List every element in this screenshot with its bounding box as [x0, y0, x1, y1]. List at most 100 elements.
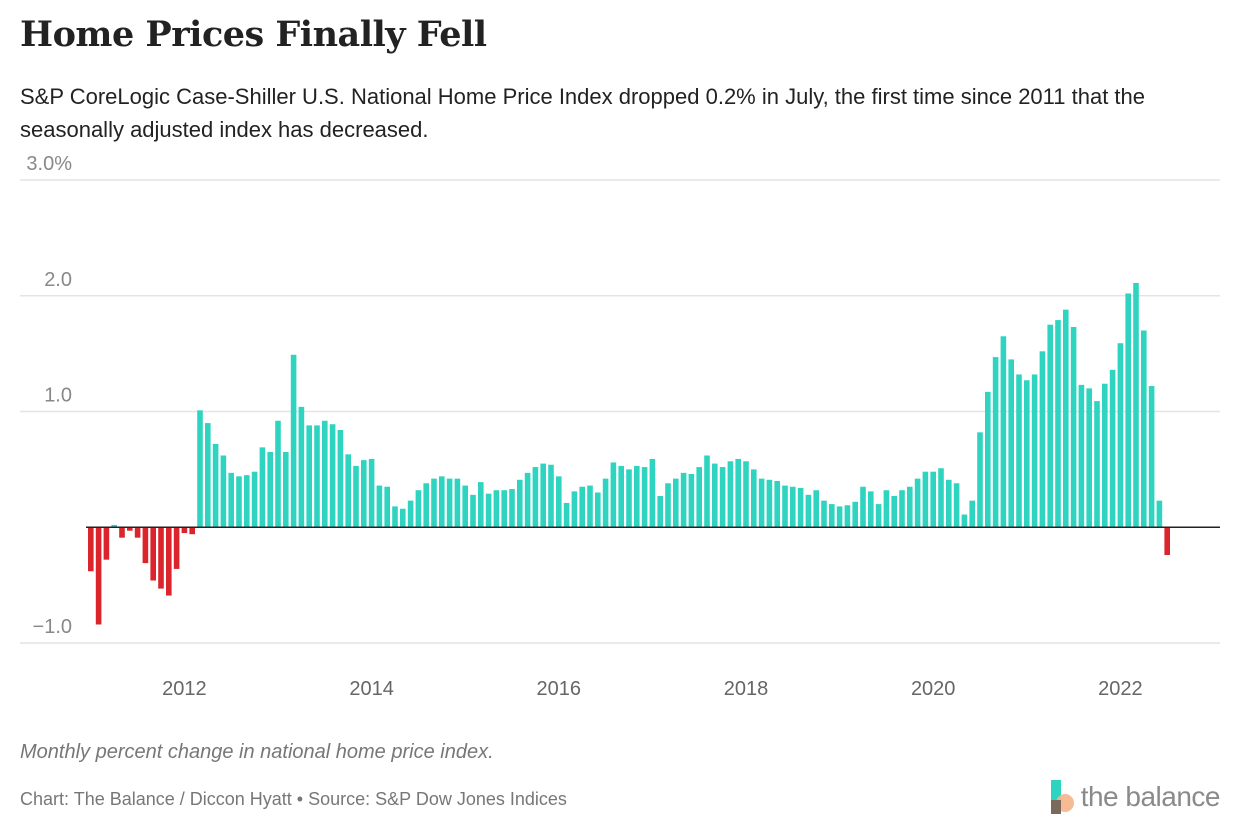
- bar-positive: [899, 490, 905, 528]
- bar-positive: [571, 491, 578, 528]
- logo-text: the balance: [1080, 781, 1221, 812]
- bar-positive: [540, 463, 546, 528]
- bar-negative: [166, 527, 172, 596]
- bar-positive: [665, 483, 671, 528]
- bar-positive: [1008, 359, 1014, 528]
- bar-positive: [259, 447, 266, 528]
- bar-positive: [766, 479, 773, 528]
- bar-positive: [907, 486, 913, 528]
- bar-positive: [1094, 401, 1100, 528]
- bar-positive: [329, 424, 336, 528]
- credit-separator: •: [296, 789, 304, 809]
- bar-positive: [860, 486, 866, 528]
- bar-positive: [306, 425, 312, 528]
- bar-positive: [290, 354, 297, 528]
- bar-positive: [657, 496, 663, 528]
- bar-positive: [431, 478, 437, 528]
- bar-positive: [688, 474, 695, 528]
- bar-positive: [439, 476, 445, 528]
- bar-positive: [1016, 374, 1022, 528]
- bar-positive: [977, 432, 983, 528]
- bar-positive: [602, 478, 609, 528]
- bar-positive: [1133, 283, 1139, 528]
- bar-negative: [189, 527, 195, 535]
- bar-negative: [103, 527, 110, 560]
- bar-positive: [743, 461, 749, 528]
- bar-positive: [556, 476, 562, 528]
- bar-positive: [462, 485, 468, 528]
- bar-positive: [852, 501, 858, 528]
- bar-positive: [696, 467, 702, 528]
- bar-positive: [493, 490, 500, 528]
- chart-note: Monthly percent change in national home …: [20, 741, 494, 763]
- bar-negative: [127, 527, 133, 531]
- bar-positive: [517, 479, 523, 528]
- chart-credit: Chart: The Balance / Diccon Hyatt • Source…: [20, 789, 567, 810]
- bar-positive: [1125, 293, 1131, 528]
- bar-positive: [868, 491, 874, 528]
- chart-subtitle: S&P CoreLogic Case-Shiller U.S. National…: [20, 84, 1146, 142]
- the-balance-logo-icon: [1049, 780, 1075, 814]
- bar-positive: [875, 504, 882, 528]
- bar-positive: [883, 490, 890, 528]
- bar-negative: [142, 527, 149, 564]
- x-tick-label: 2020: [911, 678, 956, 700]
- bar-positive: [673, 478, 679, 528]
- bar-positive: [829, 504, 835, 528]
- y-tick-label: 3.0%: [26, 153, 72, 175]
- bar-positive: [563, 502, 570, 528]
- bar-positive: [251, 471, 258, 528]
- bar-positive: [1070, 327, 1077, 528]
- bar-positive: [220, 455, 227, 528]
- y-tick-label: −1.0: [33, 616, 72, 638]
- bar-negative: [1164, 527, 1170, 556]
- bar-positive: [1047, 324, 1053, 528]
- bar-positive: [712, 463, 718, 528]
- bar-positive: [797, 487, 804, 528]
- bar-positive: [953, 483, 960, 528]
- bar-positive: [345, 454, 351, 528]
- bar-positive: [548, 464, 554, 528]
- bar-positive: [423, 483, 429, 528]
- bar-positive: [1024, 380, 1030, 528]
- x-tick-label: 2018: [724, 678, 769, 700]
- bar-positive: [532, 467, 539, 528]
- bar-positive: [361, 460, 367, 528]
- bar-positive: [384, 486, 390, 528]
- bar-positive: [985, 391, 991, 528]
- bar-positive: [914, 478, 921, 528]
- y-tick-label: 2.0: [44, 269, 72, 291]
- bar-positive: [1148, 386, 1155, 528]
- bar-positive: [205, 423, 211, 528]
- bar-negative: [150, 527, 156, 581]
- x-tick-label: 2014: [349, 678, 394, 700]
- bar-positive: [618, 465, 624, 528]
- bar-positive: [353, 465, 359, 528]
- bar-positive: [283, 452, 289, 528]
- bar-positive: [111, 524, 117, 528]
- bar-positive: [813, 490, 819, 528]
- bar-negative: [173, 527, 180, 569]
- y-tick-label: 1.0: [44, 385, 72, 407]
- bar-positive: [244, 475, 250, 528]
- bar-positive: [930, 471, 936, 528]
- bar-positive: [485, 493, 492, 528]
- bar-positive: [922, 471, 929, 528]
- y-axis-labels: 3.0% 2.0 1.0 −1.0: [26, 153, 72, 638]
- bar-positive: [751, 469, 757, 528]
- bar-positive: [400, 508, 406, 528]
- bar-positive: [587, 485, 593, 528]
- bar-positive: [1039, 351, 1046, 528]
- bar-positive: [470, 494, 476, 528]
- bar-positive: [446, 478, 453, 528]
- bar-positive: [595, 492, 601, 528]
- bar-positive: [197, 410, 203, 528]
- bar-positive: [704, 455, 710, 528]
- bar-negative: [119, 527, 125, 538]
- bar-positive: [322, 420, 328, 528]
- bar-negative: [134, 527, 141, 538]
- bar-positive: [1117, 343, 1124, 528]
- bar-positive: [415, 490, 422, 528]
- bar-positive: [337, 430, 344, 528]
- bar-negative: [95, 527, 102, 625]
